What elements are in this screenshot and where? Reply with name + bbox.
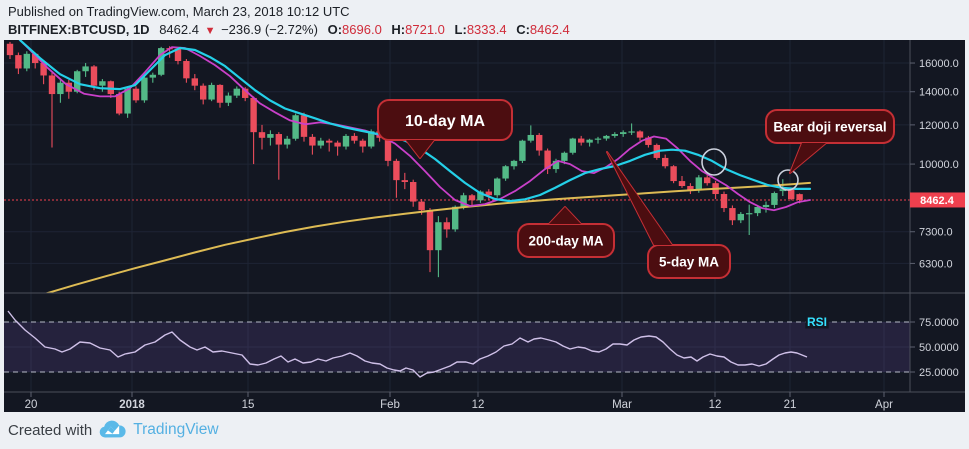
ma5-line (18, 40, 811, 212)
open-label: O: (327, 22, 343, 37)
close-value: 8462.4 (529, 22, 570, 37)
time-tick-label: 15 (242, 399, 255, 411)
ma10-line (18, 40, 812, 203)
low-label: L: (454, 22, 467, 37)
tradingview-logo-icon (99, 420, 126, 438)
price-tick-label: 16000.0 (919, 58, 959, 70)
candlestick-chart[interactable]: 10-day MA 200-day MA 5-day MA Bear doji rev… (4, 40, 965, 412)
time-tick-label: Mar (612, 399, 632, 411)
down-triangle-icon: ▼ (204, 25, 216, 37)
low-value: 8333.4 (466, 22, 507, 37)
ma200-line (44, 181, 811, 293)
chart-area[interactable]: 10-day MA 200-day MA 5-day MA Bear doji rev… (4, 40, 965, 412)
change-text: −236.9 (−2.72%) (221, 22, 318, 37)
price-tick-label: 7300.0 (919, 227, 953, 239)
symbol-label: BITFINEX:BTCUSD, 1D (8, 22, 150, 37)
high-label: H: (391, 22, 406, 37)
last-price-badge (910, 192, 965, 208)
tradingview-brand-link[interactable]: TradingView (133, 421, 219, 438)
high-value: 8721.0 (405, 22, 445, 37)
last-price: 8462.4 (159, 22, 199, 37)
time-tick-label: 20 (25, 399, 38, 411)
annotation-bubble: 5-day MA (606, 151, 731, 279)
last-price-badge-label: 8462.4 (920, 195, 955, 207)
created-with-label: Created with (8, 421, 93, 439)
time-tick-label: 21 (784, 399, 797, 411)
rsi-line (7, 310, 808, 378)
price-tick-label: 6300.0 (919, 258, 953, 270)
annotation-bubble: Bear doji reversal (765, 109, 895, 174)
annotation-bubble: 200-day MA (517, 206, 615, 258)
annotation-bubble: 10-day MA (377, 99, 513, 159)
highlight-circle (701, 148, 727, 176)
price-axis: 16000.0 14000.0 12000.0 10000.0 7300.0 6300.0… (910, 58, 965, 379)
candles-layer (6, 41, 803, 278)
annotation-label: 5-day MA (659, 254, 719, 269)
rsi-band (4, 322, 910, 372)
rsi-title-label: RSI (807, 315, 827, 329)
rsi-tick-label: 75.0000 (919, 317, 959, 329)
highlight-circle (777, 169, 799, 191)
annotation-label: 200-day MA (528, 233, 603, 248)
symbol-status-line: BITFINEX:BTCUSD, 1D 8462.4 ▼ −236.9 (−2.… (8, 21, 570, 40)
open-value: 8696.0 (342, 22, 382, 37)
published-line: Published on TradingView.com, March 23, … (8, 4, 350, 19)
time-tick-label: Feb (380, 399, 400, 411)
time-tick-label: Apr (875, 399, 893, 411)
time-tick-label: 2018 (119, 399, 145, 411)
price-tick-label: 14000.0 (919, 87, 959, 99)
annotation-label: 10-day MA (405, 113, 485, 130)
rsi-tick-label: 25.0000 (919, 367, 959, 379)
time-axis: 20 2018 15 Feb 12 Mar 12 21 Apr (25, 392, 893, 411)
annotation-label: Bear doji reversal (773, 119, 886, 134)
time-tick-label: 12 (472, 399, 485, 411)
price-tick-label: 12000.0 (919, 120, 959, 132)
close-label: C: (516, 22, 530, 37)
footer: Created with TradingView (8, 420, 219, 440)
rsi-tick-label: 50.0000 (919, 342, 959, 354)
time-tick-label: 12 (709, 399, 722, 411)
price-tick-label: 10000.0 (919, 159, 959, 171)
